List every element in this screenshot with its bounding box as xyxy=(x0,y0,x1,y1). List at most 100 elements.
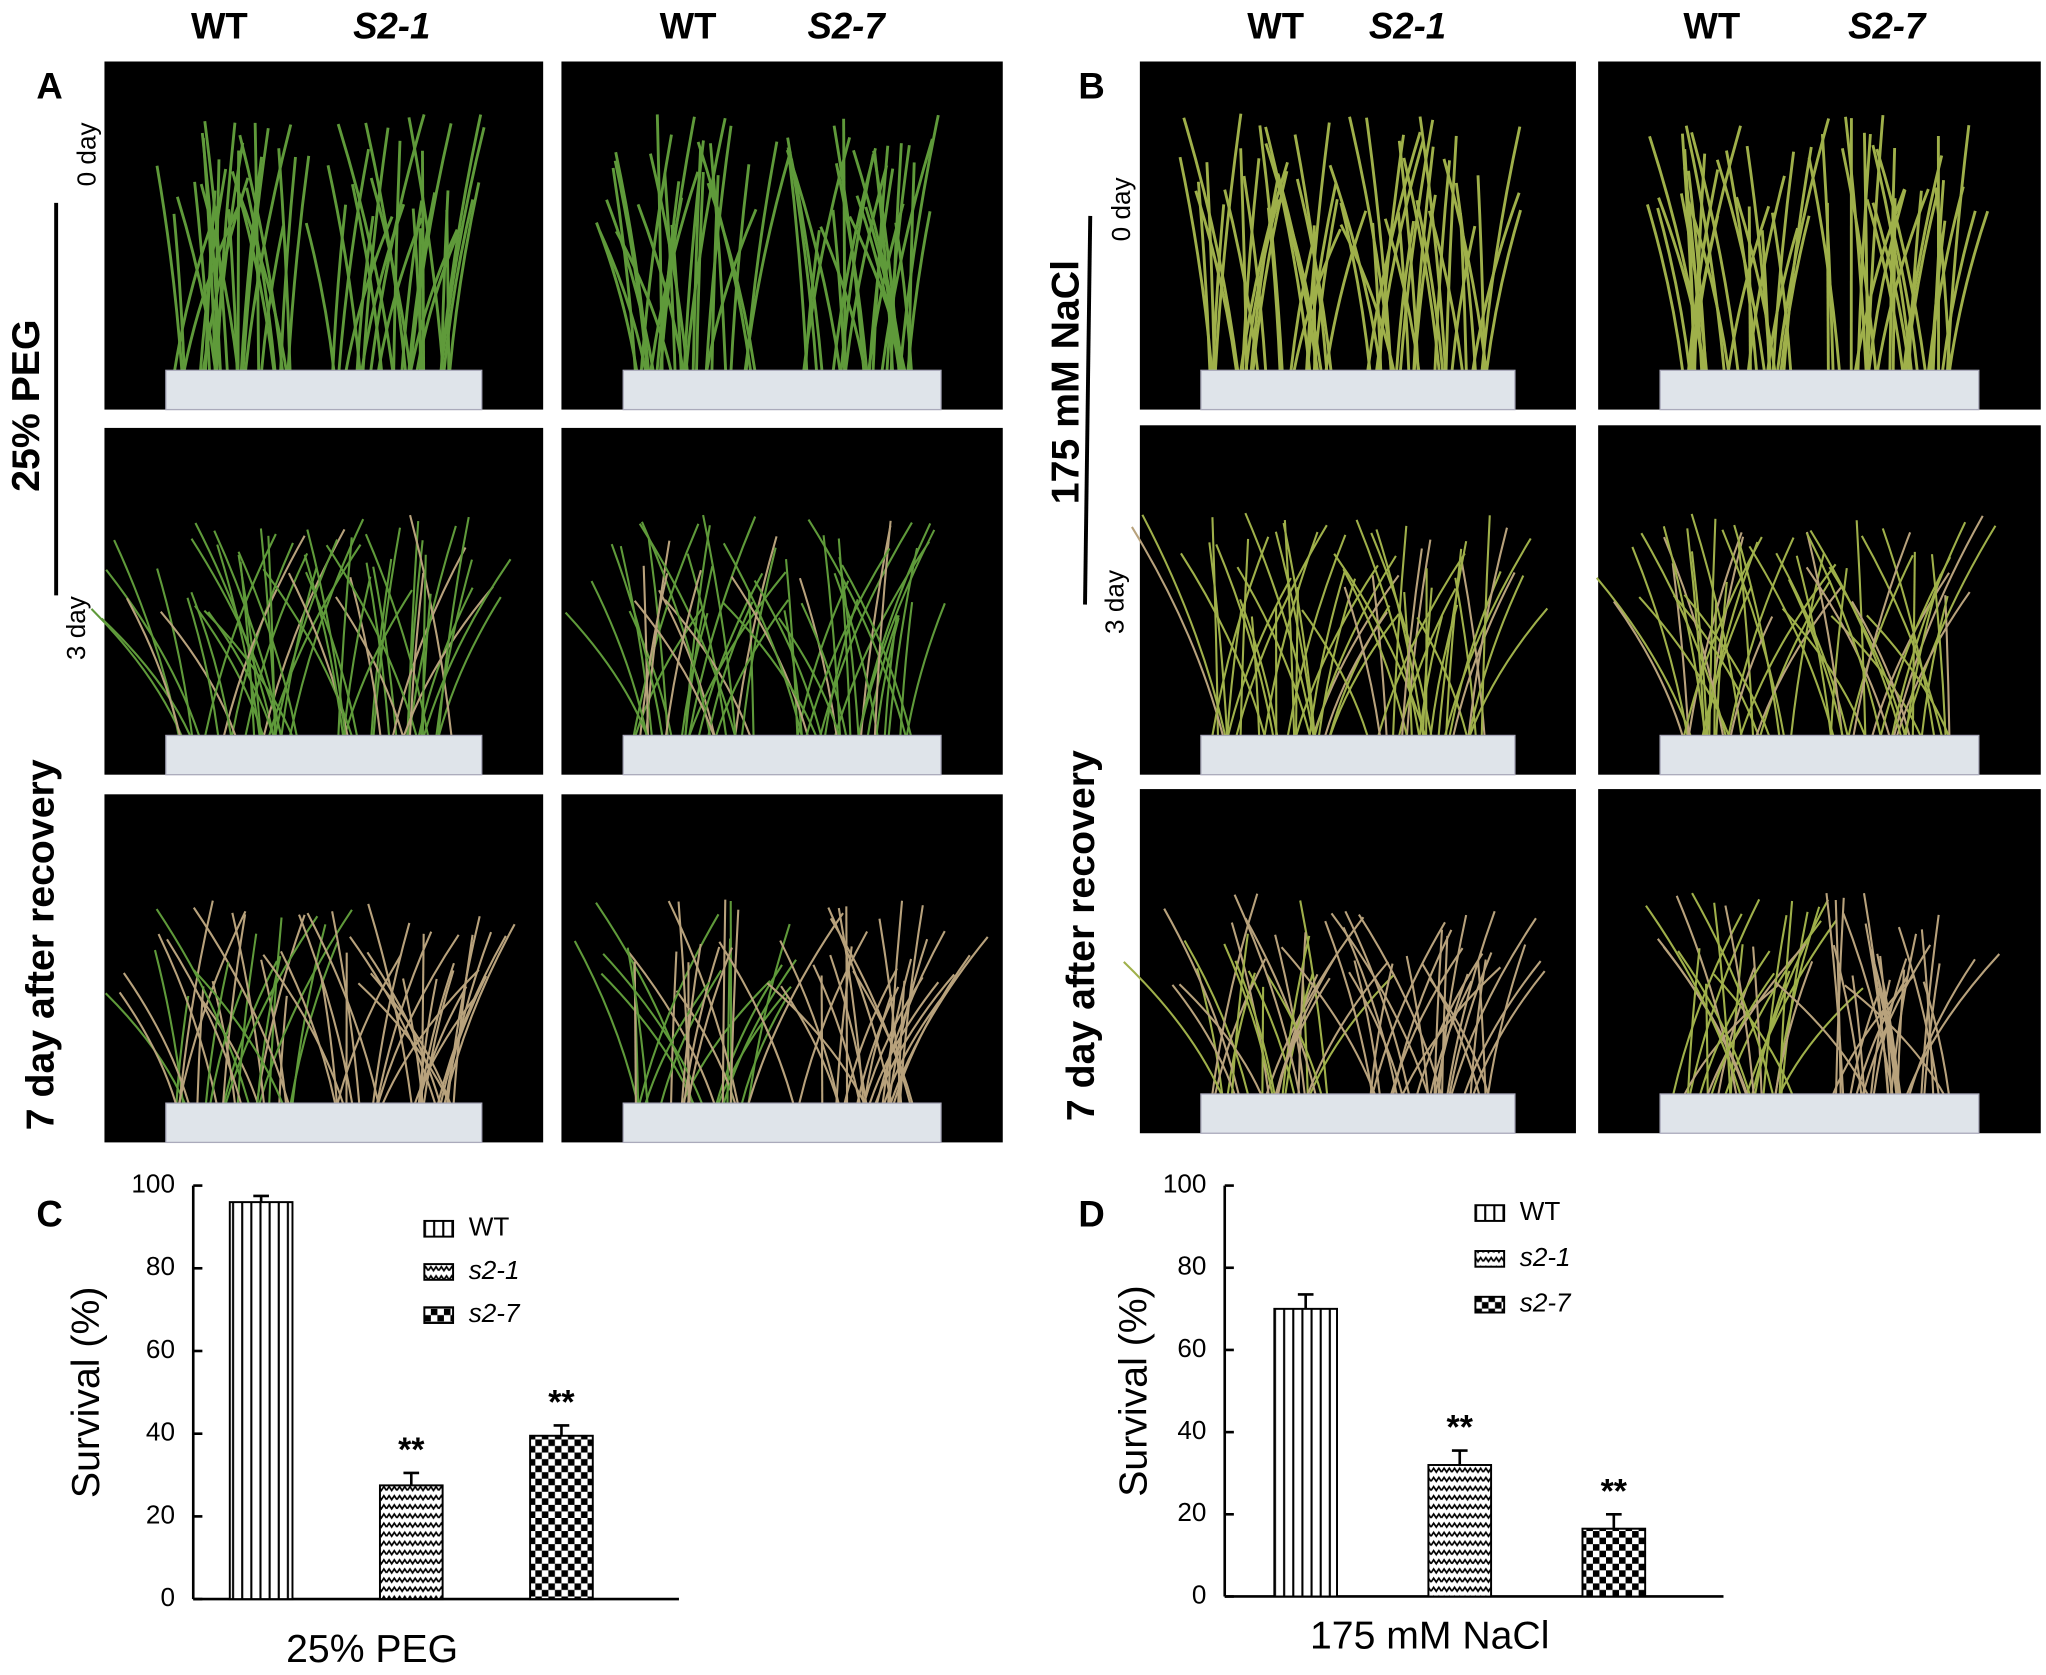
leaf xyxy=(564,611,649,736)
leaf xyxy=(1687,201,1730,371)
leaf xyxy=(1672,594,1760,736)
y-tick-label: 40 xyxy=(1177,1415,1206,1445)
recovery-label: 7 day after recovery xyxy=(19,759,62,1130)
leaf xyxy=(1343,586,1381,736)
leaf xyxy=(1123,961,1223,1095)
leaf xyxy=(349,936,436,1104)
leaf xyxy=(1231,933,1249,1095)
tray xyxy=(622,369,942,411)
legend-swatch xyxy=(423,1219,455,1238)
leaf xyxy=(1348,971,1403,1095)
leaf xyxy=(1445,548,1463,736)
y-tick-label: 20 xyxy=(146,1499,175,1529)
leaf xyxy=(159,611,237,736)
leaf xyxy=(1342,926,1398,1095)
leaf xyxy=(1211,204,1226,371)
leaf xyxy=(1450,917,1537,1095)
legend-swatch xyxy=(423,1306,455,1324)
leaf xyxy=(408,572,425,736)
error-bar xyxy=(1605,1512,1622,1529)
leaf xyxy=(1922,981,1950,1095)
leaf xyxy=(1183,939,1249,1095)
leaf xyxy=(619,545,653,736)
leaf xyxy=(1307,961,1389,1095)
leaf xyxy=(691,146,703,371)
leaf xyxy=(1844,116,1868,371)
leaf xyxy=(175,995,190,1104)
leaf xyxy=(1299,900,1329,1095)
tray xyxy=(165,734,483,776)
leaf xyxy=(829,954,868,1104)
leaf xyxy=(684,525,711,736)
leaf xyxy=(1297,932,1307,1095)
leaf xyxy=(665,569,702,736)
leaf xyxy=(1344,910,1410,1095)
leaf xyxy=(1305,183,1338,371)
leaf xyxy=(1463,960,1542,1095)
leaf xyxy=(1860,535,1943,736)
leaf xyxy=(1729,616,1774,736)
leaf xyxy=(1301,980,1309,1095)
leaf xyxy=(1847,554,1914,736)
leaf xyxy=(867,203,905,371)
leaf xyxy=(642,565,649,736)
leaf xyxy=(1911,551,1916,736)
leaf xyxy=(905,602,946,736)
leaf xyxy=(118,991,177,1104)
leaf xyxy=(331,911,361,1104)
leaf xyxy=(372,922,411,1104)
leaf xyxy=(683,946,721,1104)
time-label: 0 day xyxy=(72,121,102,186)
leaf xyxy=(626,947,649,1104)
leaf xyxy=(1710,972,1775,1095)
leaf xyxy=(1774,961,1814,1095)
leaf xyxy=(1771,151,1796,371)
leaf xyxy=(1867,189,1907,371)
leaf xyxy=(1264,126,1312,371)
column-header: WT xyxy=(1683,5,1740,46)
leaf xyxy=(1476,175,1486,371)
leaf xyxy=(1903,525,1997,736)
leaf xyxy=(1770,212,1793,371)
leaf xyxy=(777,617,841,736)
leaf xyxy=(1708,518,1717,736)
leaf xyxy=(1468,575,1525,736)
leaf xyxy=(1832,944,1863,1095)
leaf xyxy=(1401,966,1502,1095)
leaf xyxy=(1737,542,1755,736)
leaf xyxy=(740,995,789,1104)
leaf xyxy=(1790,553,1825,736)
leaf xyxy=(306,912,380,1104)
panel-letter: B xyxy=(1078,66,1104,107)
leaf xyxy=(880,138,934,371)
leaf xyxy=(216,544,261,736)
significance: ** xyxy=(548,1383,575,1421)
leaf xyxy=(729,164,751,371)
tray xyxy=(1200,369,1516,411)
leaf xyxy=(1330,912,1429,1095)
photo xyxy=(561,427,1003,775)
leaf xyxy=(175,196,217,371)
time-bar xyxy=(1083,215,1093,605)
bar xyxy=(378,1484,444,1601)
leaf xyxy=(1371,575,1388,736)
leaf xyxy=(1342,568,1408,736)
leaf xyxy=(409,228,459,371)
leaf xyxy=(1437,914,1468,1095)
leaf xyxy=(1842,913,1894,1095)
leaf xyxy=(1355,519,1421,736)
leaf xyxy=(126,597,181,736)
legend-label: WT xyxy=(469,1212,510,1242)
legend-label: s2-1 xyxy=(1520,1242,1571,1272)
leaf xyxy=(1444,537,1532,736)
significance: ** xyxy=(1601,1472,1628,1510)
significance: ** xyxy=(398,1431,425,1469)
leaf xyxy=(1211,893,1259,1095)
leaf xyxy=(236,933,258,1104)
leaf xyxy=(1418,615,1444,736)
leaf xyxy=(262,568,353,736)
leaf xyxy=(239,561,256,736)
leaf xyxy=(1759,579,1832,736)
leaf xyxy=(278,995,288,1104)
leaf xyxy=(680,943,702,1104)
